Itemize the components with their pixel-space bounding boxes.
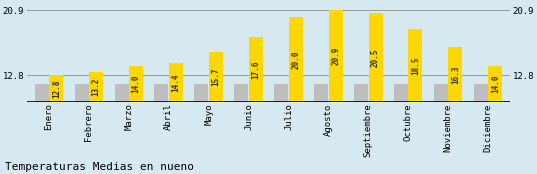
Bar <box>75 84 89 102</box>
Bar <box>194 84 208 102</box>
Bar <box>49 76 63 102</box>
Text: 17.6: 17.6 <box>251 60 260 79</box>
Bar <box>35 84 49 102</box>
Text: 16.3: 16.3 <box>451 65 460 84</box>
Bar <box>474 84 488 102</box>
Bar <box>409 29 423 102</box>
Bar <box>329 10 343 102</box>
Bar <box>114 84 128 102</box>
Text: 18.5: 18.5 <box>411 57 420 75</box>
Bar <box>448 47 462 102</box>
Text: 15.7: 15.7 <box>212 68 220 86</box>
Text: 14.0: 14.0 <box>491 75 500 93</box>
Bar <box>314 84 328 102</box>
Bar <box>209 52 223 102</box>
Text: Temperaturas Medias en nueno: Temperaturas Medias en nueno <box>5 162 194 172</box>
Text: 14.0: 14.0 <box>132 75 141 93</box>
Bar <box>488 66 502 102</box>
Bar <box>155 84 169 102</box>
Bar <box>434 84 448 102</box>
Text: 20.5: 20.5 <box>371 49 380 67</box>
Bar <box>129 66 143 102</box>
Text: 20.9: 20.9 <box>331 47 340 65</box>
Text: 20.0: 20.0 <box>291 50 300 69</box>
Bar <box>89 72 103 102</box>
Bar <box>394 84 408 102</box>
Text: 12.8: 12.8 <box>52 80 61 98</box>
Bar <box>274 84 288 102</box>
Bar <box>249 37 263 102</box>
Text: 13.2: 13.2 <box>92 78 100 96</box>
Bar <box>234 84 248 102</box>
Text: 14.4: 14.4 <box>171 73 180 92</box>
Bar <box>354 84 368 102</box>
Bar <box>368 13 382 102</box>
Bar <box>169 63 183 102</box>
Bar <box>289 17 303 102</box>
